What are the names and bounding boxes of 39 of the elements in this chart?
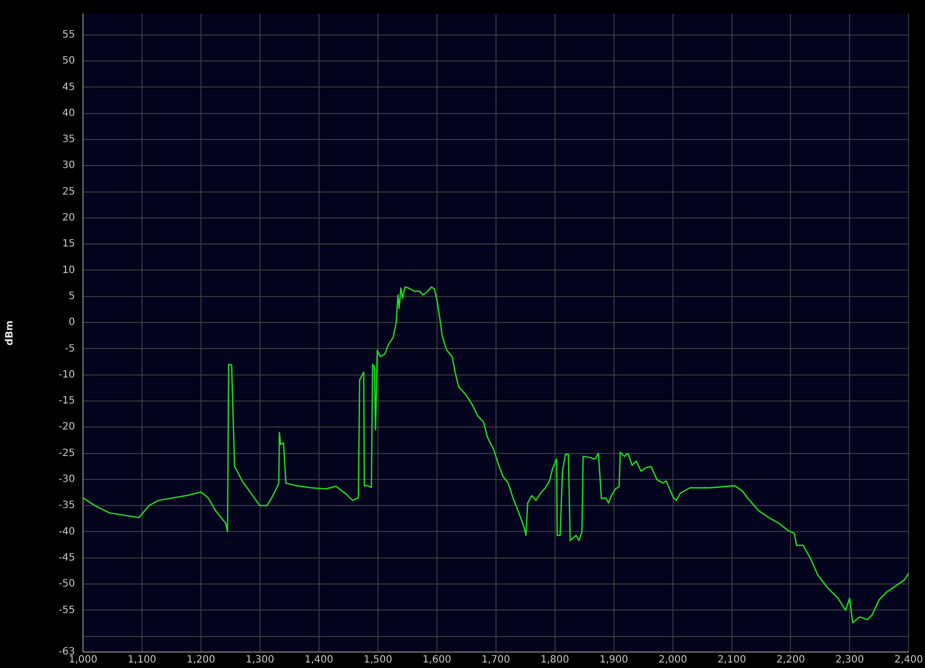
y-tick-label: 45 — [62, 82, 75, 93]
y-tick-label: 35 — [62, 134, 75, 146]
x-tick-label: 1,400 — [304, 654, 334, 666]
x-tick-label: 1,700 — [482, 654, 510, 666]
x-tick-label: 1,800 — [540, 654, 570, 666]
y-tick-label: -45 — [58, 552, 75, 564]
y-tick-label: 50 — [62, 56, 75, 67]
y-tick-label: 5 — [68, 290, 75, 302]
y-tick-label: -50 — [58, 578, 75, 590]
x-tick-label: 1,500 — [364, 654, 392, 666]
y-tick-label: 10 — [62, 264, 75, 276]
x-tick-label: 2,400 — [894, 654, 924, 666]
y-tick-label: -55 — [58, 604, 75, 616]
y-tick-label: -25 — [58, 448, 75, 459]
x-tick-label: 1,300 — [246, 654, 274, 666]
y-tick-label: 40 — [62, 108, 75, 119]
y-tick-label: -15 — [58, 396, 75, 407]
y-tick-label: 0 — [68, 317, 75, 328]
x-tick-label: 1,100 — [128, 654, 156, 666]
y-tick-label: 55 — [62, 30, 75, 41]
y-tick-label: 15 — [62, 238, 75, 250]
y-tick-label: -35 — [58, 500, 75, 512]
y-tick-label: 30 — [62, 160, 75, 172]
y-tick-label: -10 — [58, 369, 75, 380]
y-tick-label: -30 — [58, 474, 75, 486]
y-tick-label: -5 — [65, 343, 75, 354]
x-tick-label: 1,600 — [422, 654, 452, 666]
x-tick-label: 2,300 — [835, 654, 864, 666]
x-tick-label: 2,200 — [776, 654, 806, 666]
y-tick-label: 20 — [62, 212, 75, 224]
y-tick-label: 25 — [62, 186, 75, 198]
y-tick-label: -20 — [58, 422, 75, 433]
x-tick-label: 1,000 — [68, 654, 98, 666]
y-axis-title: dBm — [4, 320, 16, 346]
x-tick-label: 2,100 — [717, 654, 746, 666]
y-tick-label: -40 — [58, 526, 75, 538]
x-tick-label: 2,000 — [658, 654, 688, 666]
x-tick-label: 1,900 — [599, 654, 628, 666]
x-tick-label: 1,200 — [186, 654, 216, 666]
